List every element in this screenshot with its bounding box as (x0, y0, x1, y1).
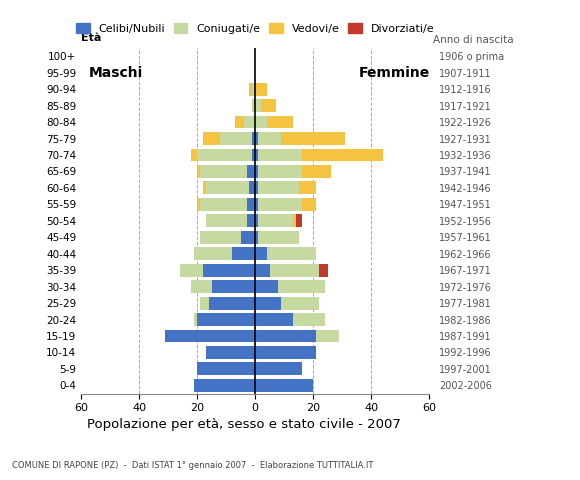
Bar (197, 165, 200, 178)
Bar (220, 132, 252, 145)
Bar (252, 132, 255, 145)
Bar (194, 379, 255, 392)
Bar (203, 181, 206, 194)
Bar (200, 198, 246, 211)
Bar (165, 330, 255, 342)
Bar (255, 362, 302, 375)
Bar (302, 148, 383, 161)
Bar (191, 148, 197, 161)
Bar (203, 264, 255, 276)
Text: Anno di nascita: Anno di nascita (433, 35, 513, 45)
Bar (278, 280, 325, 293)
Bar (212, 280, 255, 293)
Bar (267, 247, 316, 260)
Bar (258, 215, 293, 227)
Bar (255, 346, 316, 359)
Bar (261, 99, 276, 112)
Bar (293, 215, 296, 227)
Bar (255, 297, 281, 310)
Bar (255, 181, 258, 194)
Text: Maschi: Maschi (89, 66, 143, 80)
Bar (302, 165, 331, 178)
Bar (299, 181, 316, 194)
Bar (252, 83, 255, 96)
Bar (200, 165, 246, 178)
Bar (302, 198, 316, 211)
Bar (296, 215, 302, 227)
Bar (255, 264, 270, 276)
Bar (267, 116, 293, 129)
Bar (246, 198, 255, 211)
Bar (241, 231, 255, 244)
Bar (206, 346, 255, 359)
Bar (252, 99, 255, 112)
Legend: Celibi/Nubili, Coniugati/e, Vedovi/e, Divorziati/e: Celibi/Nubili, Coniugati/e, Vedovi/e, Di… (72, 19, 438, 38)
Bar (180, 264, 203, 276)
Bar (232, 247, 255, 260)
Bar (206, 181, 249, 194)
Bar (255, 99, 261, 112)
Bar (194, 247, 232, 260)
Bar (258, 132, 281, 145)
Bar (270, 264, 319, 276)
Bar (235, 116, 244, 129)
Text: COMUNE DI RAPONE (PZ)  -  Dati ISTAT 1° gennaio 2007  -  Elaborazione TUTTITALIA: COMUNE DI RAPONE (PZ) - Dati ISTAT 1° ge… (12, 461, 373, 470)
Bar (255, 83, 267, 96)
Bar (255, 215, 258, 227)
Bar (252, 148, 255, 161)
Bar (255, 132, 258, 145)
Bar (197, 313, 255, 326)
Bar (255, 313, 293, 326)
Bar (258, 148, 302, 161)
Bar (319, 264, 328, 276)
Bar (255, 330, 316, 342)
Bar (244, 116, 255, 129)
Bar (258, 231, 299, 244)
Bar (249, 181, 255, 194)
Bar (209, 297, 255, 310)
Bar (255, 165, 258, 178)
Bar (281, 132, 345, 145)
Text: Femmine: Femmine (359, 66, 430, 80)
Bar (255, 379, 313, 392)
Bar (255, 231, 258, 244)
Bar (206, 215, 246, 227)
Text: Età: Età (81, 33, 101, 43)
Bar (203, 132, 220, 145)
Bar (197, 362, 255, 375)
Bar (316, 330, 339, 342)
Bar (194, 313, 197, 326)
Text: Popolazione per età, sesso e stato civile - 2007: Popolazione per età, sesso e stato civil… (86, 418, 401, 431)
Bar (200, 297, 209, 310)
Bar (191, 280, 212, 293)
Bar (200, 231, 241, 244)
Bar (258, 165, 302, 178)
Bar (255, 148, 258, 161)
Bar (255, 280, 278, 293)
Bar (249, 83, 252, 96)
Bar (197, 148, 252, 161)
Bar (255, 247, 267, 260)
Bar (293, 313, 325, 326)
Bar (255, 198, 258, 211)
Bar (281, 297, 319, 310)
Bar (258, 181, 299, 194)
Bar (258, 198, 302, 211)
Bar (255, 116, 267, 129)
Bar (246, 215, 255, 227)
Bar (197, 198, 200, 211)
Bar (246, 165, 255, 178)
